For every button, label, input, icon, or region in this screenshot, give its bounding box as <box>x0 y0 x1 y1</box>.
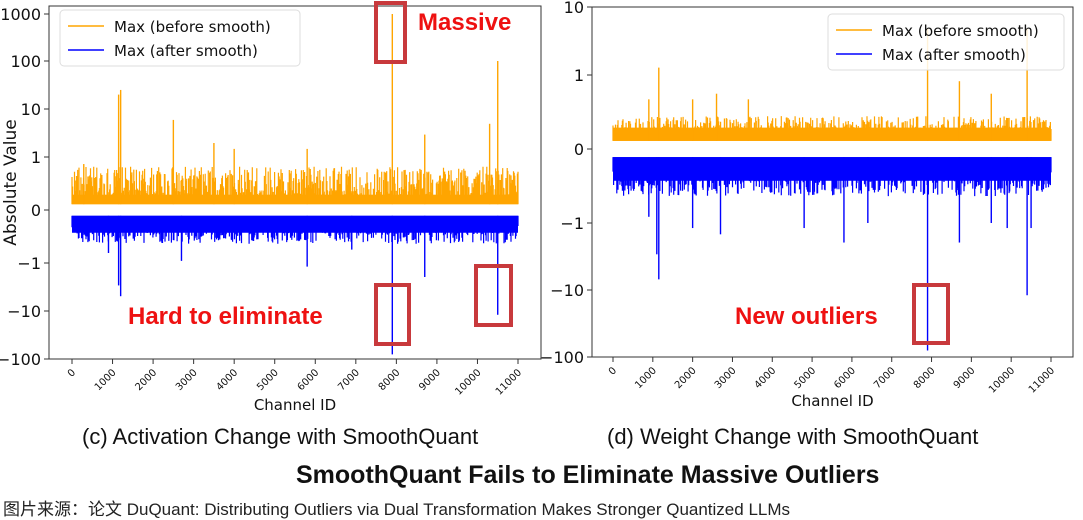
x-tick-label: 11000 <box>494 367 524 397</box>
series-after-smooth <box>612 157 1052 351</box>
x-tick-label: 0 <box>66 367 78 379</box>
series-base <box>613 127 1051 141</box>
annotation-label: New outliers <box>735 303 878 330</box>
y-tick-label: 1 <box>31 148 41 167</box>
x-tick-label: 5000 <box>792 365 818 391</box>
series-after-smooth <box>71 215 519 355</box>
figure-source: 图片来源：论文 DuQuant: Distributing Outliers v… <box>3 500 791 519</box>
series-before-smooth <box>612 27 1052 141</box>
x-tick-label: 6000 <box>296 367 322 393</box>
x-tick-label: 8000 <box>912 365 938 391</box>
highlight-box <box>374 1 407 64</box>
x-tick-label: 8000 <box>377 367 403 393</box>
x-tick-label: 5000 <box>255 367 281 393</box>
x-tick-label: 10000 <box>987 365 1017 395</box>
x-tick-label: 7000 <box>336 367 362 393</box>
y-tick-label: 0 <box>574 140 584 159</box>
series-base <box>613 157 1051 181</box>
highlight-box <box>474 264 513 327</box>
y-tick-label: 100 <box>10 52 41 71</box>
x-tick-label: 10000 <box>453 367 483 397</box>
plot-frame <box>591 6 1074 358</box>
y-tick-label: 1000 <box>0 5 41 24</box>
series-base <box>72 215 518 233</box>
x-tick-label: 2000 <box>673 365 699 391</box>
legend-label: Max (before smooth) <box>114 18 271 36</box>
y-tick-label: −1 <box>17 254 41 273</box>
x-tick-label: 1000 <box>93 367 119 393</box>
legend: Max (before smooth) Max (after smooth) <box>59 9 301 67</box>
x-axis-label: Channel ID <box>254 396 336 414</box>
x-tick-label: 3000 <box>174 367 200 393</box>
x-tick-label: 1000 <box>633 365 659 391</box>
plot-frame <box>48 5 542 360</box>
legend-label: Max (before smooth) <box>882 22 1039 40</box>
annotation-label: Hard to eliminate <box>128 303 323 330</box>
x-axis-label: Channel ID <box>791 392 873 410</box>
y-tick-label: −100 <box>540 348 584 367</box>
highlight-box <box>912 283 950 345</box>
x-tick-label: 0 <box>607 365 619 377</box>
x-tick-label: 7000 <box>872 365 898 391</box>
y-tick-label: 1 <box>574 66 584 85</box>
x-tick-label: 2000 <box>133 367 159 393</box>
legend-label: Max (after smooth) <box>882 46 1026 64</box>
series-base <box>72 194 518 205</box>
y-tick-label: 10 <box>564 0 584 17</box>
y-tick-label: 10 <box>21 100 41 119</box>
series-before-smooth <box>71 14 519 205</box>
highlight-box <box>374 283 411 346</box>
legend: Max (before smooth) Max (after smooth) <box>827 13 1065 71</box>
annotation-label: Massive <box>418 9 511 36</box>
y-tick-label: 0 <box>31 201 41 220</box>
x-tick-label: 3000 <box>713 365 739 391</box>
caption-activation: (c) Activation Change with SmoothQuant <box>82 424 479 449</box>
x-tick-label: 4000 <box>215 367 241 393</box>
y-axis-label: Absolute Value <box>1 119 21 245</box>
caption-weight: (d) Weight Change with SmoothQuant <box>607 424 979 449</box>
y-tick-label: −10 <box>7 302 41 321</box>
y-tick-label: −10 <box>550 281 584 300</box>
x-tick-label: 6000 <box>832 365 858 391</box>
y-tick-label: −1 <box>560 214 584 233</box>
x-tick-label: 9000 <box>952 365 978 391</box>
legend-box <box>827 13 1065 71</box>
y-tick-label: −100 <box>0 350 41 369</box>
x-tick-label: 11000 <box>1027 365 1057 395</box>
legend-label: Max (after smooth) <box>114 42 258 60</box>
legend-box <box>59 9 301 67</box>
figure-title: SmoothQuant Fails to Eliminate Massive O… <box>296 461 880 489</box>
x-tick-label: 9000 <box>417 367 443 393</box>
x-tick-label: 4000 <box>753 365 779 391</box>
